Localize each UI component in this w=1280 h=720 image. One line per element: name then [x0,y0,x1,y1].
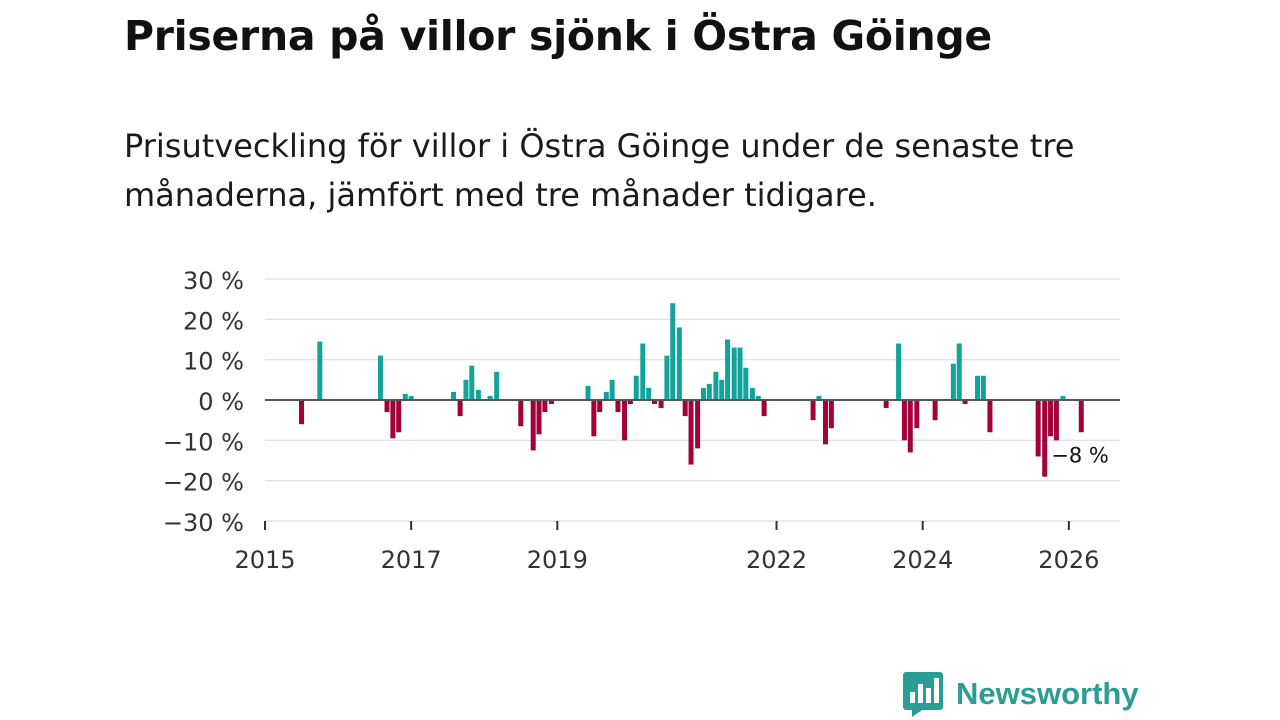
x-tick-label: 2017 [381,546,442,574]
bar-negative [932,400,938,421]
y-tick-label: 30 % [183,267,244,295]
bar-negative [530,400,536,451]
bar-positive [816,395,822,400]
bar-positive [402,393,408,400]
x-tick-label: 2019 [527,546,588,574]
bar-negative [299,400,305,425]
y-tick-label: 0 % [198,388,244,416]
bar-negative [542,400,548,413]
bar-positive [469,365,475,400]
bar-positive [743,367,749,400]
bar-positive [463,379,469,400]
y-tick-label: −30 % [163,509,244,537]
bar-negative [536,400,542,435]
bar-negative [548,400,554,405]
brand-name: Newsworthy [956,676,1139,711]
bar-negative [901,400,907,441]
x-tick-label: 2026 [1038,546,1099,574]
bar-positive [633,375,639,400]
newsworthy-brand[interactable]: Newsworthy [902,670,1139,718]
y-tick-label: −10 % [163,428,244,456]
bar-positive [585,385,591,400]
bar-positive [487,395,493,400]
latest-value-label: −8 % [1051,443,1109,467]
bar-positive [700,387,706,400]
bar-positive [676,327,682,400]
bar-positive [640,343,646,400]
y-tick-label: 20 % [183,307,244,335]
bar-positive [1060,395,1066,400]
bar-negative [695,400,701,449]
bar-positive [896,343,902,400]
bar-positive [980,375,986,400]
bar-positive [603,391,609,400]
bar-negative [688,400,694,465]
x-tick-label: 2022 [746,546,807,574]
bar-negative [518,400,524,427]
bar-positive [749,387,755,400]
bar-negative [1035,400,1041,457]
bar-negative [457,400,463,417]
bar-negative [1078,400,1084,433]
bar-negative [914,400,920,429]
bar-negative [627,400,633,405]
bar-positive [950,363,956,400]
bar-positive [731,347,737,400]
bar-positive [719,379,725,400]
bar-negative [615,400,621,413]
chart-subtitle: Prisutveckling för villor i Östra Göinge… [124,127,1075,214]
bar-positive [475,389,481,400]
bar-positive [737,347,743,400]
bar-negative [1053,400,1059,441]
bar-positive [408,395,414,400]
bar-negative [828,400,834,429]
bar-negative [652,400,657,405]
bar-negative [658,400,664,409]
bar-negative [1048,400,1054,437]
x-tick-label: 2024 [892,546,953,574]
bar-negative [1042,400,1048,477]
bar-negative [810,400,816,421]
bar-positive [451,391,457,400]
y-tick-label: −20 % [163,469,244,497]
bar-positive [975,375,980,400]
bar-negative [384,400,390,413]
y-tick-label: 10 % [183,348,244,376]
bar-positive [377,355,383,400]
bar-negative [907,400,913,453]
bar-negative [390,400,396,439]
bar-negative [591,400,597,437]
bar-positive [646,387,652,400]
bar-negative [987,400,993,433]
bar-positive [706,383,712,400]
chart-title: Priserna på villor sjönk i Östra Göinge [124,12,992,60]
x-tick-label: 2015 [234,546,295,574]
bar-negative [962,400,968,405]
bar-positive [956,343,962,400]
bar-positive [317,341,323,400]
bar-negative [682,400,688,417]
bar-positive [725,339,731,400]
bar-negative [883,400,889,409]
bar-negative [622,400,628,441]
bar-positive [755,395,761,400]
bar-negative [761,400,767,417]
bar-negative [597,400,603,413]
bar-negative [823,400,828,445]
bar-positive [494,371,500,400]
newsworthy-logo-icon [903,672,943,717]
bar-negative [396,400,402,433]
bar-positive [609,379,615,400]
bar-positive [670,303,676,400]
bar-positive [713,371,719,400]
bar-positive [664,355,670,400]
